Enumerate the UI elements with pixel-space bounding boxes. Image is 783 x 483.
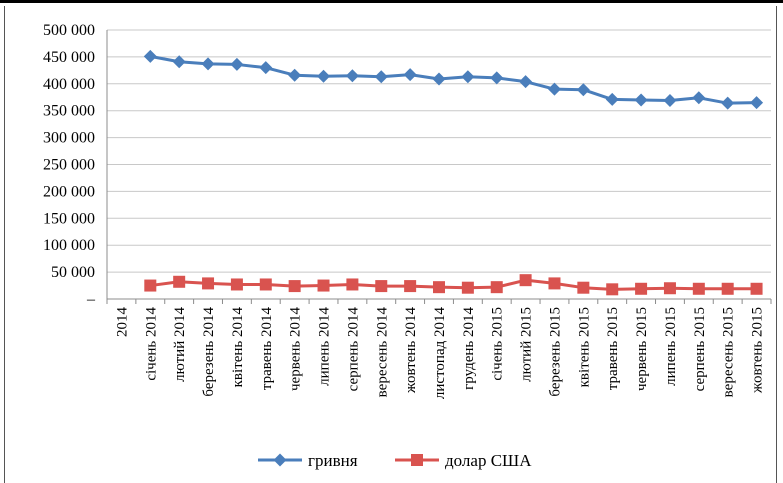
data-point-diamond — [750, 96, 764, 110]
data-point-diamond — [288, 68, 302, 82]
data-point-diamond — [374, 70, 388, 84]
data-point-diamond — [317, 69, 331, 83]
x-tick-label: червень 2014 — [288, 307, 304, 391]
data-point-diamond — [692, 91, 706, 105]
x-tick-label: листопад 2014 — [432, 307, 448, 400]
legend-marker-diamond — [273, 453, 287, 467]
data-point-square — [259, 278, 272, 291]
y-tick-label: – — [86, 291, 96, 308]
x-tick-label: квітень 2015 — [576, 307, 592, 387]
data-point-diamond — [576, 83, 590, 97]
x-tick-label: травень 2015 — [605, 307, 621, 390]
data-point-square — [202, 277, 215, 290]
data-point-diamond — [345, 69, 359, 83]
y-tick-label: 400 000 — [43, 76, 95, 93]
frame-top-border — [0, 0, 783, 3]
x-tick-label: лютий 2014 — [172, 307, 188, 382]
data-point-square — [346, 278, 359, 291]
data-point-square — [317, 279, 330, 292]
data-point-diamond — [259, 61, 273, 75]
series-group — [143, 49, 764, 296]
y-tick-label: 300 000 — [43, 130, 95, 147]
frame-right-border — [776, 6, 777, 483]
x-tick-label: липень 2014 — [317, 307, 333, 386]
legend: гривня долар США — [258, 451, 532, 470]
x-tick-label: вересень 2015 — [721, 307, 737, 397]
data-point-diamond — [172, 55, 186, 69]
data-point-diamond — [547, 82, 561, 96]
x-tick-label: серпень 2014 — [345, 307, 361, 392]
data-point-diamond — [432, 72, 446, 86]
series-line-1 — [150, 278, 757, 291]
data-point-square — [230, 278, 243, 291]
data-point-square — [433, 281, 445, 294]
data-point-diamond — [605, 92, 619, 106]
x-tick-label: липень 2015 — [663, 307, 679, 386]
x-tick-label: вересень 2014 — [374, 307, 390, 398]
data-point-diamond — [461, 70, 475, 84]
x-tick-label: червень 2015 — [634, 307, 650, 391]
data-point-square — [288, 280, 301, 293]
data-point-diamond — [230, 57, 244, 71]
data-point-square — [577, 281, 590, 294]
data-point-diamond — [634, 93, 648, 107]
y-tick-label: 250 000 — [43, 157, 95, 174]
data-point-diamond — [519, 75, 533, 89]
x-tick-label: березень 2014 — [201, 307, 217, 397]
data-point-square — [490, 281, 503, 294]
y-tick-label: 500 000 — [43, 22, 95, 39]
legend-label: долар США — [445, 451, 532, 470]
data-point-diamond — [403, 68, 417, 82]
data-point-square — [635, 282, 648, 295]
gridlines — [107, 29, 771, 300]
data-point-diamond — [721, 96, 735, 110]
data-point-square — [750, 282, 763, 295]
data-point-diamond — [201, 57, 215, 71]
x-tick-label: травень 2014 — [259, 307, 275, 391]
x-axis: 2014 січень 2014 лютий 2014 березень 2014 кв… — [106, 299, 772, 400]
data-point-diamond — [663, 93, 677, 107]
data-point-square — [692, 282, 705, 295]
legend-marker-square — [411, 454, 423, 466]
y-tick-label: 450 000 — [43, 49, 95, 66]
data-point-square — [519, 274, 532, 287]
x-tick-label: грудень 2014 — [461, 307, 477, 390]
data-point-square — [548, 277, 561, 290]
data-point-square — [461, 281, 474, 294]
data-point-diamond — [490, 71, 504, 85]
y-axis: – 50 000 100 000 150 000 200 000 250 000 300 0… — [43, 22, 108, 308]
data-point-square — [404, 280, 417, 293]
y-tick-label: 350 000 — [43, 103, 95, 120]
x-tick-label: серпень 2015 — [692, 307, 708, 391]
data-point-square — [173, 275, 186, 288]
x-tick-label: жовтень 2015 — [750, 307, 766, 394]
y-tick-label: 50 000 — [51, 264, 95, 281]
x-tick-label: березень 2015 — [547, 307, 563, 397]
data-point-square — [375, 280, 388, 293]
legend-label: гривня — [308, 451, 358, 470]
series-line-0 — [150, 54, 757, 105]
x-tick-label: квітень 2014 — [230, 307, 246, 388]
x-tick-label: жовтень 2014 — [403, 307, 419, 395]
x-tick-label: 2014 — [114, 307, 130, 338]
frame-left-border — [4, 6, 5, 483]
y-tick-label: 200 000 — [43, 183, 95, 200]
data-point-square — [721, 282, 734, 295]
data-point-square — [144, 279, 157, 292]
data-point-diamond — [143, 49, 157, 63]
y-tick-label: 150 000 — [43, 210, 95, 227]
x-tick-label: січень 2015 — [490, 307, 506, 381]
y-tick-label: 100 000 — [43, 237, 95, 254]
x-tick-label: січень 2014 — [143, 307, 159, 381]
data-point-square — [606, 283, 619, 296]
x-tick-label: лютий 2015 — [519, 307, 535, 382]
data-point-square — [663, 282, 676, 295]
